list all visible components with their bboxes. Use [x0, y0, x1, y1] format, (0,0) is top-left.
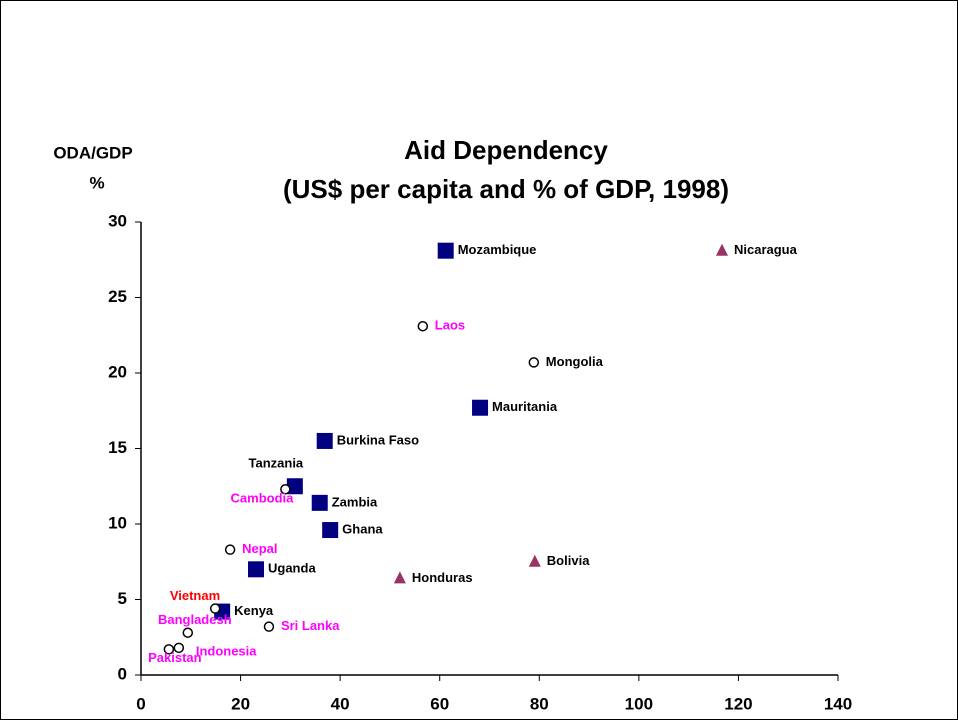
point: [311, 494, 328, 511]
point: [472, 399, 489, 416]
point-label: Mauritania: [492, 399, 558, 414]
point-label: Mozambique: [458, 242, 537, 257]
point: [280, 484, 291, 495]
point-label: Bolivia: [547, 553, 590, 568]
point: [224, 544, 236, 555]
point-label: Indonesia: [196, 643, 257, 658]
point-label: Mongolia: [546, 354, 604, 369]
point-label: Burkina Faso: [337, 432, 419, 447]
x-tick-label: 140: [824, 694, 852, 713]
point-label: Zambia: [332, 494, 378, 509]
y-tick-label: 20: [108, 362, 127, 381]
point-label: Vietnam: [170, 588, 220, 603]
point: [437, 242, 454, 259]
y-tick-label: 15: [108, 438, 127, 457]
point-label: Honduras: [412, 570, 473, 585]
chart-subtitle: (US$ per capita and % of GDP, 1998): [283, 174, 729, 204]
point: [316, 432, 333, 449]
point-label: Sri Lanka: [281, 618, 340, 633]
point-label: Ghana: [342, 521, 383, 536]
point: [528, 554, 541, 567]
point-label: Laos: [435, 318, 465, 333]
x-tick-label: 0: [136, 694, 145, 713]
point-label: Pakistan: [148, 650, 202, 665]
x-tick-label: 60: [430, 694, 449, 713]
y-axis-unit: %: [89, 173, 104, 192]
y-tick-label: 10: [108, 513, 127, 532]
y-tick-label: 30: [108, 211, 127, 230]
x-tick-label: 80: [530, 694, 549, 713]
point: [393, 571, 406, 584]
point-label: Bangladesh: [158, 612, 232, 627]
x-tick-label: 100: [625, 694, 653, 713]
chart-title: Aid Dependency: [404, 135, 608, 165]
point: [528, 357, 540, 368]
x-tick-label: 120: [724, 694, 752, 713]
point-label: Uganda: [268, 561, 316, 576]
x-tick-label: 40: [331, 694, 350, 713]
y-tick-label: 5: [118, 589, 127, 608]
point-label: Cambodia: [231, 491, 295, 506]
x-tick-label: 20: [231, 694, 250, 713]
point-label: Nicaragua: [734, 242, 798, 257]
point: [417, 320, 429, 332]
point: [182, 627, 194, 638]
point-label: Tanzania: [249, 456, 304, 471]
y-axis-label: ODA/GDP: [53, 143, 132, 162]
point: [163, 644, 175, 655]
point: [263, 621, 275, 632]
point: [209, 603, 221, 614]
point: [322, 522, 339, 539]
point: [173, 642, 185, 654]
point: [715, 243, 728, 256]
point: [286, 478, 303, 495]
y-tick-label: 25: [108, 287, 127, 306]
point-label: Kenya: [234, 603, 274, 618]
y-tick-label: 0: [118, 664, 127, 683]
point: [248, 561, 265, 578]
point-label: Nepal: [242, 541, 277, 556]
